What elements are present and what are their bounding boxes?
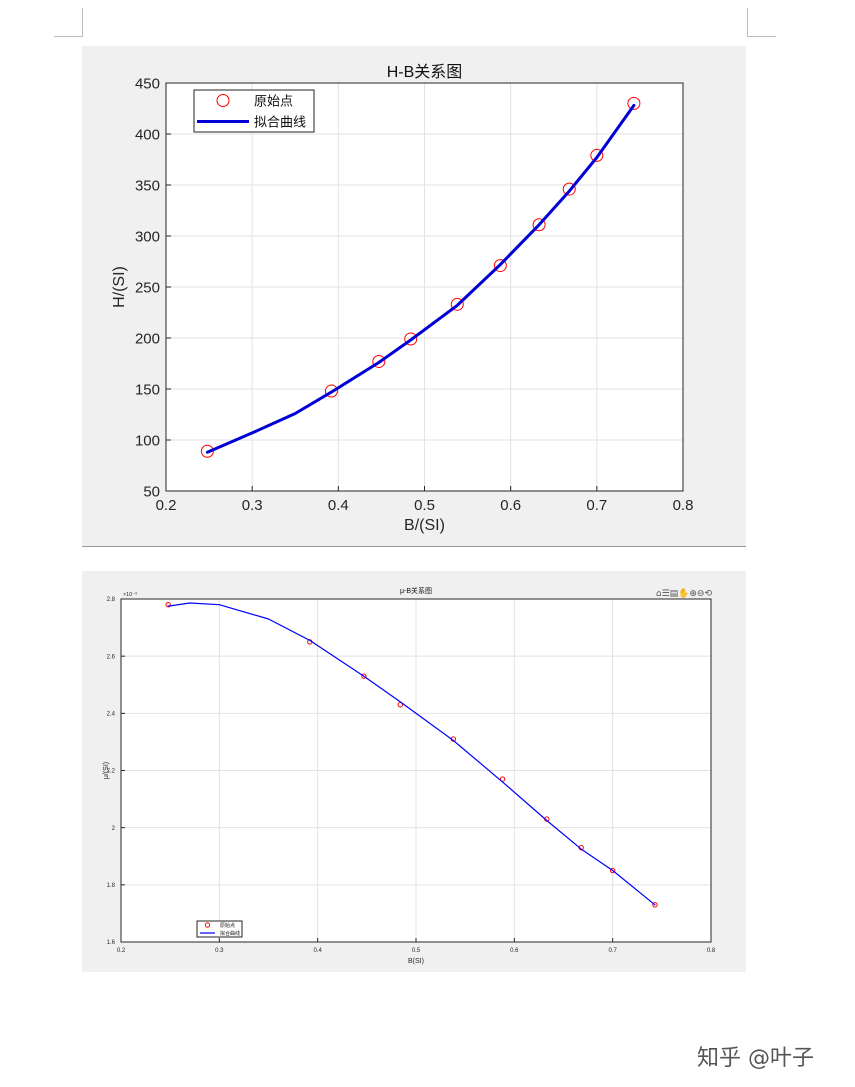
mub-figure: 0.2 0.3 0.4 0.5 0.6 0.7 0.8 1.6 1.8 2 2.2 2.4 2.6 2.8… xyxy=(82,571,746,972)
data-point-marker xyxy=(372,354,386,368)
hb-figure: 0.2 0.3 0.4 0.5 0.6 0.7 0.8 50 100 150 200 250 300 35… xyxy=(82,46,746,547)
y-tick-label: 200 xyxy=(135,330,160,347)
data-point-marker xyxy=(450,297,464,311)
data-point-marker xyxy=(324,384,338,398)
x-axis-label: B(SI) xyxy=(408,958,424,965)
page-corner-mark-left xyxy=(54,8,83,37)
x-tick-label: 0.4 xyxy=(313,948,322,954)
y-tick-label: 100 xyxy=(135,432,160,449)
data-point-marker xyxy=(609,867,616,874)
x-tick-label: 0.7 xyxy=(586,497,607,514)
chart-title: μ-B关系图 xyxy=(400,586,432,595)
legend-entry-label: 拟合曲线 xyxy=(254,114,306,129)
y-tick-label: 300 xyxy=(135,228,160,245)
y-tick-label: 2.4 xyxy=(107,711,116,717)
figure-toolbar[interactable]: ⌂☰▤✋⊕⊖⟲ xyxy=(655,589,712,599)
x-tick-label: 0.5 xyxy=(414,497,435,514)
y-tick-label: 50 xyxy=(143,483,160,500)
x-tick-label: 0.8 xyxy=(707,948,716,954)
y-tick-label: 1.8 xyxy=(107,883,116,889)
y-tick-label: 350 xyxy=(135,177,160,194)
y-tick-label: 450 xyxy=(135,75,160,92)
legend-entry-label: 原始点 xyxy=(254,93,293,108)
x-tick-label: 0.6 xyxy=(510,948,519,954)
y-tick-label: 400 xyxy=(135,126,160,143)
x-tick-label: 0.3 xyxy=(242,497,263,514)
x-tick-label: 0.8 xyxy=(673,497,694,514)
data-point-marker xyxy=(493,259,507,273)
fit-curve-line xyxy=(205,103,636,454)
x-axis-label: B/(SI) xyxy=(404,517,445,534)
page-corner-mark-right xyxy=(747,8,776,37)
chart-title: H-B关系图 xyxy=(387,63,463,81)
legend-entry-label: 拟合曲线 xyxy=(220,930,240,937)
y-tick-label: 150 xyxy=(135,381,160,398)
y-tick-label: 1.6 xyxy=(107,940,116,946)
x-tick-label: 0.5 xyxy=(412,948,421,954)
x-tick-label: 0.2 xyxy=(156,497,177,514)
data-point-marker xyxy=(627,96,641,110)
data-point-marker xyxy=(532,218,546,232)
y-tick-label: 2 xyxy=(112,826,116,832)
y-tick-label: 2.6 xyxy=(107,654,116,660)
x-tick-label: 0.3 xyxy=(215,948,224,954)
x-tick-label: 0.4 xyxy=(328,497,349,514)
data-point-marker xyxy=(652,902,658,908)
x-tick-label: 0.2 xyxy=(117,948,126,954)
data-point-marker xyxy=(590,148,604,162)
y-tick-label: 2.8 xyxy=(107,597,116,603)
legend-marker-symbol xyxy=(216,94,230,107)
y-tick-label: 2.2 xyxy=(107,769,116,775)
mub-chart: 0.2 0.3 0.4 0.5 0.6 0.7 0.8 1.6 1.8 2 2.2 2.4 2.6 2.8… xyxy=(103,586,716,965)
legend-marker-symbol xyxy=(204,922,211,928)
legend-entry-label: 原始点 xyxy=(220,922,235,929)
watermark: 知乎 @叶子 xyxy=(697,1046,814,1071)
hb-chart: 0.2 0.3 0.4 0.5 0.6 0.7 0.8 50 100 150 200 250 300 35… xyxy=(111,63,694,534)
y-axis-label: H/(SI) xyxy=(111,266,128,308)
y-exponent-label: ×10⁻³ xyxy=(123,592,137,598)
y-tick-label: 250 xyxy=(135,279,160,296)
y-axis-label: μ/(SI) xyxy=(103,762,110,779)
fit-curve-line xyxy=(167,602,656,906)
x-tick-label: 0.7 xyxy=(608,948,617,954)
data-point-marker xyxy=(361,673,367,679)
data-point-marker xyxy=(165,602,171,608)
x-tick-label: 0.6 xyxy=(500,497,521,514)
data-point-marker xyxy=(404,332,418,346)
legend-box xyxy=(193,89,315,133)
data-point-marker xyxy=(562,182,576,196)
